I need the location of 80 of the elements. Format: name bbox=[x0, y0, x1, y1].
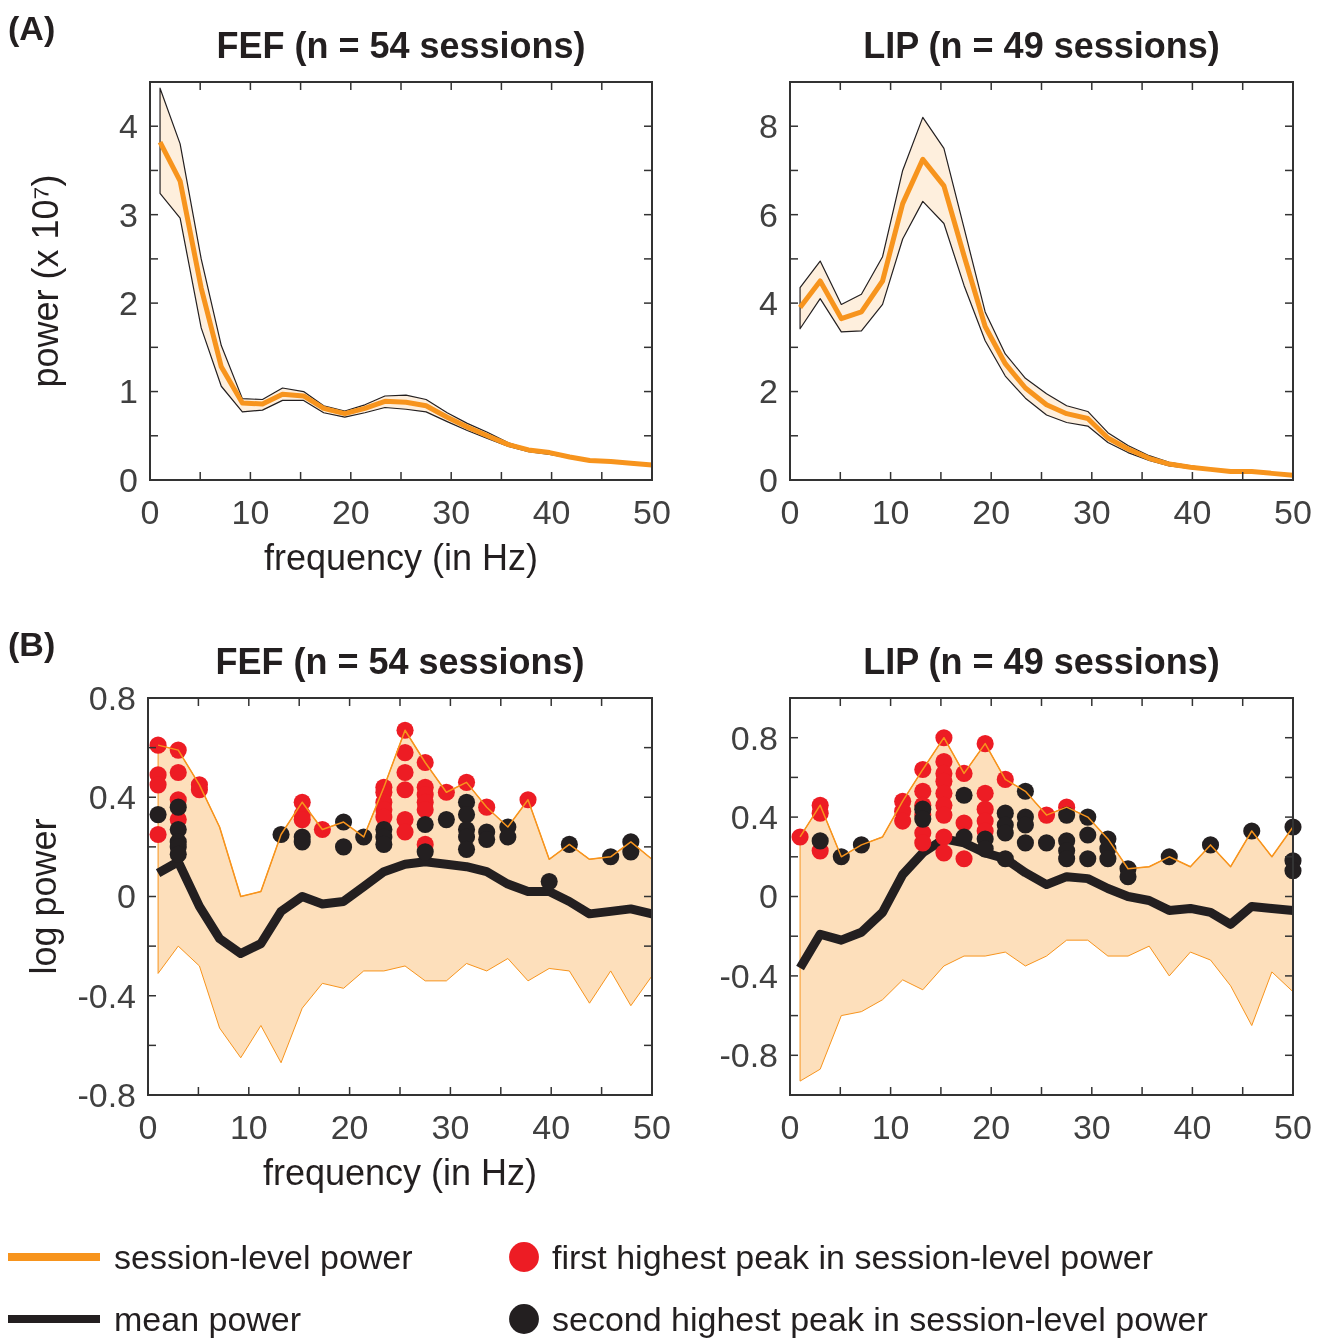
x-tick-label: 50 bbox=[633, 493, 671, 531]
point bbox=[811, 832, 829, 850]
y-tick-label: 2 bbox=[119, 284, 138, 323]
point bbox=[457, 806, 476, 824]
chart-title: FEF (n = 54 sessions) bbox=[215, 641, 585, 682]
y-axis-title: log power bbox=[23, 818, 64, 975]
x-tick-label: 10 bbox=[231, 493, 270, 531]
point bbox=[149, 806, 167, 824]
point bbox=[560, 835, 578, 853]
text: (A) bbox=[8, 9, 56, 47]
y-tick-label: 0.4 bbox=[730, 798, 778, 836]
y-tick-label: 1 bbox=[119, 372, 138, 411]
point bbox=[396, 781, 414, 799]
y-tick-label: -0.4 bbox=[719, 956, 778, 995]
text: (B) bbox=[8, 625, 56, 663]
y-tick-label: 4 bbox=[759, 284, 778, 323]
y-axis-title: power (x 10⁷) bbox=[25, 174, 66, 388]
point bbox=[1016, 834, 1034, 852]
y-tick-label: 4 bbox=[119, 107, 138, 146]
x-tick-label: 10 bbox=[229, 1108, 268, 1146]
x-axis-title: frequency (in Hz) bbox=[263, 537, 539, 578]
y-tick-label: 0 bbox=[117, 877, 136, 916]
x-tick-label: 40 bbox=[1173, 493, 1212, 531]
y-tick-label: 6 bbox=[759, 195, 778, 234]
x-tick-label: 40 bbox=[532, 493, 571, 531]
y-tick-label: 0 bbox=[759, 460, 778, 499]
y-tick-label: 0.8 bbox=[730, 718, 778, 757]
point bbox=[935, 828, 953, 846]
y-tick-label: 2 bbox=[759, 372, 778, 411]
point bbox=[914, 782, 932, 800]
point bbox=[169, 798, 187, 816]
point bbox=[976, 784, 994, 802]
legend-label: session-level power bbox=[114, 1237, 413, 1276]
x-tick-label: 10 bbox=[871, 1108, 910, 1146]
point bbox=[149, 825, 167, 844]
x-tick-label: 40 bbox=[1173, 1108, 1212, 1146]
x-tick-label: 50 bbox=[1274, 493, 1312, 531]
x-tick-label: 20 bbox=[972, 1108, 1011, 1146]
y-tick-label: 0 bbox=[119, 460, 138, 499]
x-tick-label: 50 bbox=[1274, 1108, 1312, 1146]
y-tick-label: 0.4 bbox=[88, 778, 136, 817]
point bbox=[996, 850, 1014, 868]
x-tick-label: 40 bbox=[532, 1108, 571, 1146]
point bbox=[540, 873, 558, 891]
x-tick-label: 30 bbox=[432, 493, 471, 531]
point bbox=[335, 838, 353, 856]
point bbox=[396, 744, 414, 762]
x-tick-label: 30 bbox=[1072, 1108, 1111, 1146]
point bbox=[169, 763, 187, 781]
x-tick-label: 50 bbox=[633, 1108, 671, 1146]
point bbox=[1079, 850, 1097, 868]
x-tick-label: 20 bbox=[972, 493, 1011, 531]
x-tick-label: 30 bbox=[1072, 493, 1111, 531]
x-tick-label: 10 bbox=[871, 493, 910, 531]
x-tick-label: 30 bbox=[431, 1108, 470, 1146]
y-tick-label: -0.8 bbox=[77, 1075, 136, 1114]
x-axis-title: frequency (in Hz) bbox=[262, 1152, 538, 1193]
chart-title: LIP (n = 49 sessions) bbox=[863, 25, 1220, 66]
point bbox=[437, 811, 455, 829]
point bbox=[1079, 826, 1097, 844]
point bbox=[955, 850, 973, 868]
y-tick-label: -0.4 bbox=[77, 976, 136, 1015]
point bbox=[935, 844, 953, 862]
legend-label: second highest peak in session-level power bbox=[552, 1299, 1208, 1338]
y-tick-label: 0 bbox=[759, 877, 778, 916]
y-tick-label: 0.8 bbox=[88, 678, 136, 717]
point bbox=[1037, 834, 1056, 852]
legend-label: first highest peak in session-level power bbox=[552, 1237, 1153, 1276]
chart-title: FEF (n = 54 sessions) bbox=[216, 25, 586, 66]
chart-title: LIP (n = 49 sessions) bbox=[863, 641, 1220, 682]
point bbox=[396, 763, 414, 781]
y-tick-label: -0.8 bbox=[719, 1036, 778, 1075]
legend-label: mean power bbox=[114, 1299, 302, 1338]
point bbox=[791, 828, 809, 846]
point bbox=[416, 816, 434, 834]
x-tick-label: 20 bbox=[330, 1108, 369, 1146]
point bbox=[955, 786, 973, 804]
x-tick-label: 20 bbox=[331, 493, 370, 531]
y-tick-label: 8 bbox=[759, 107, 778, 146]
y-tick-label: 3 bbox=[119, 195, 138, 234]
